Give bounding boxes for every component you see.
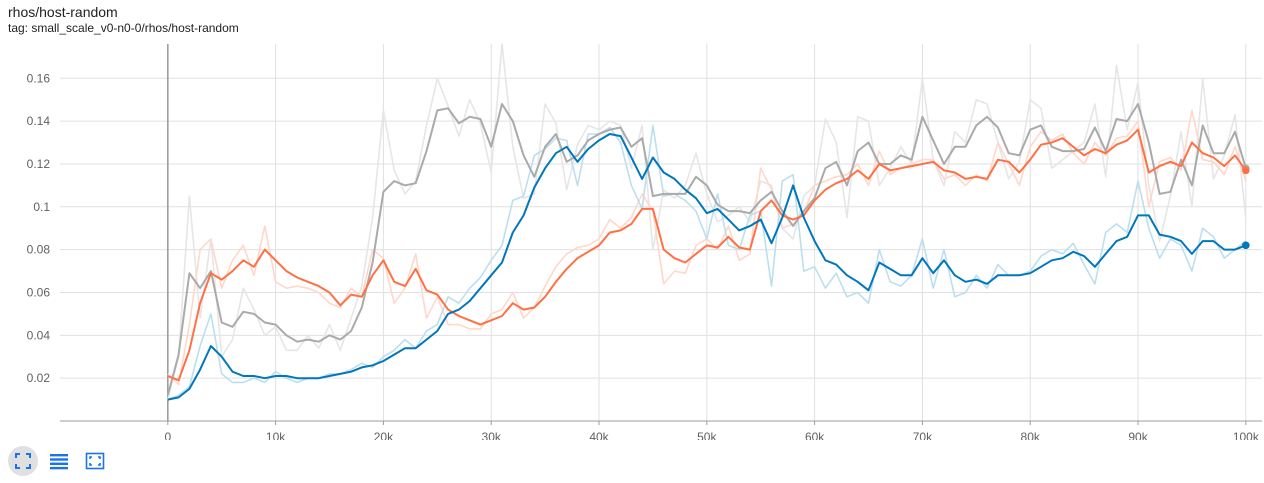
- chart-toolbar: [8, 446, 110, 476]
- fit-domain-button[interactable]: [80, 446, 110, 476]
- y-tick-label: 0.08: [27, 243, 51, 257]
- y-tick-label: 0.06: [27, 285, 51, 299]
- tick-labels: 0.02 0.04 0.06 0.08 0.1 0.12 0.14 0.16 0 10k 20k 30…: [27, 71, 1260, 440]
- smoothed-series-line-0[interactable]: [166, 103, 1247, 396]
- y-tick-label: 0.16: [27, 71, 51, 85]
- series-end-point-1: [1242, 166, 1250, 175]
- grid: [60, 44, 1262, 421]
- y-tick-label: 0.14: [27, 114, 51, 128]
- fullscreen-button[interactable]: [8, 446, 38, 476]
- axes: [60, 44, 1262, 425]
- list-lines-icon: [50, 454, 68, 470]
- x-tick-label: 90k: [1128, 430, 1148, 440]
- x-tick-label: 100k: [1233, 430, 1260, 440]
- raw-series-line-0: [167, 43, 1247, 400]
- fullscreen-icon: [15, 453, 31, 469]
- x-tick-label: 50k: [697, 430, 717, 440]
- y-tick-label: 0.04: [27, 328, 51, 342]
- series-end-point-2: [1242, 241, 1250, 250]
- card-title: rhos/host-random: [8, 4, 118, 20]
- smoothed-series-line-2[interactable]: [167, 133, 1247, 401]
- line-chart[interactable]: 0.02 0.04 0.06 0.08 0.1 0.12 0.14 0.16 0 10k 20k 30…: [0, 0, 1264, 440]
- x-tick-label: 20k: [374, 430, 394, 440]
- x-tick-label: 30k: [482, 430, 502, 440]
- smoothed-series-layer: [166, 103, 1250, 401]
- fit-to-data-icon: [85, 452, 105, 470]
- x-tick-label: 80k: [1021, 430, 1041, 440]
- x-tick-label: 60k: [805, 430, 825, 440]
- x-tick-label: 0: [164, 430, 171, 440]
- y-tick-label: 0.02: [27, 371, 51, 385]
- x-tick-label: 70k: [913, 430, 933, 440]
- smoothed-series-line-1[interactable]: [167, 128, 1247, 382]
- toggle-log-scale-button[interactable]: [44, 446, 74, 476]
- x-tick-label: 10k: [266, 430, 286, 440]
- x-tick-label: 40k: [589, 430, 609, 440]
- y-tick-label: 0.12: [27, 157, 51, 171]
- card-tag: tag: small_scale_v0-n0-0/rhos/host-rando…: [8, 21, 239, 35]
- raw-series-line-2: [167, 124, 1247, 401]
- y-tick-label: 0.1: [33, 200, 50, 214]
